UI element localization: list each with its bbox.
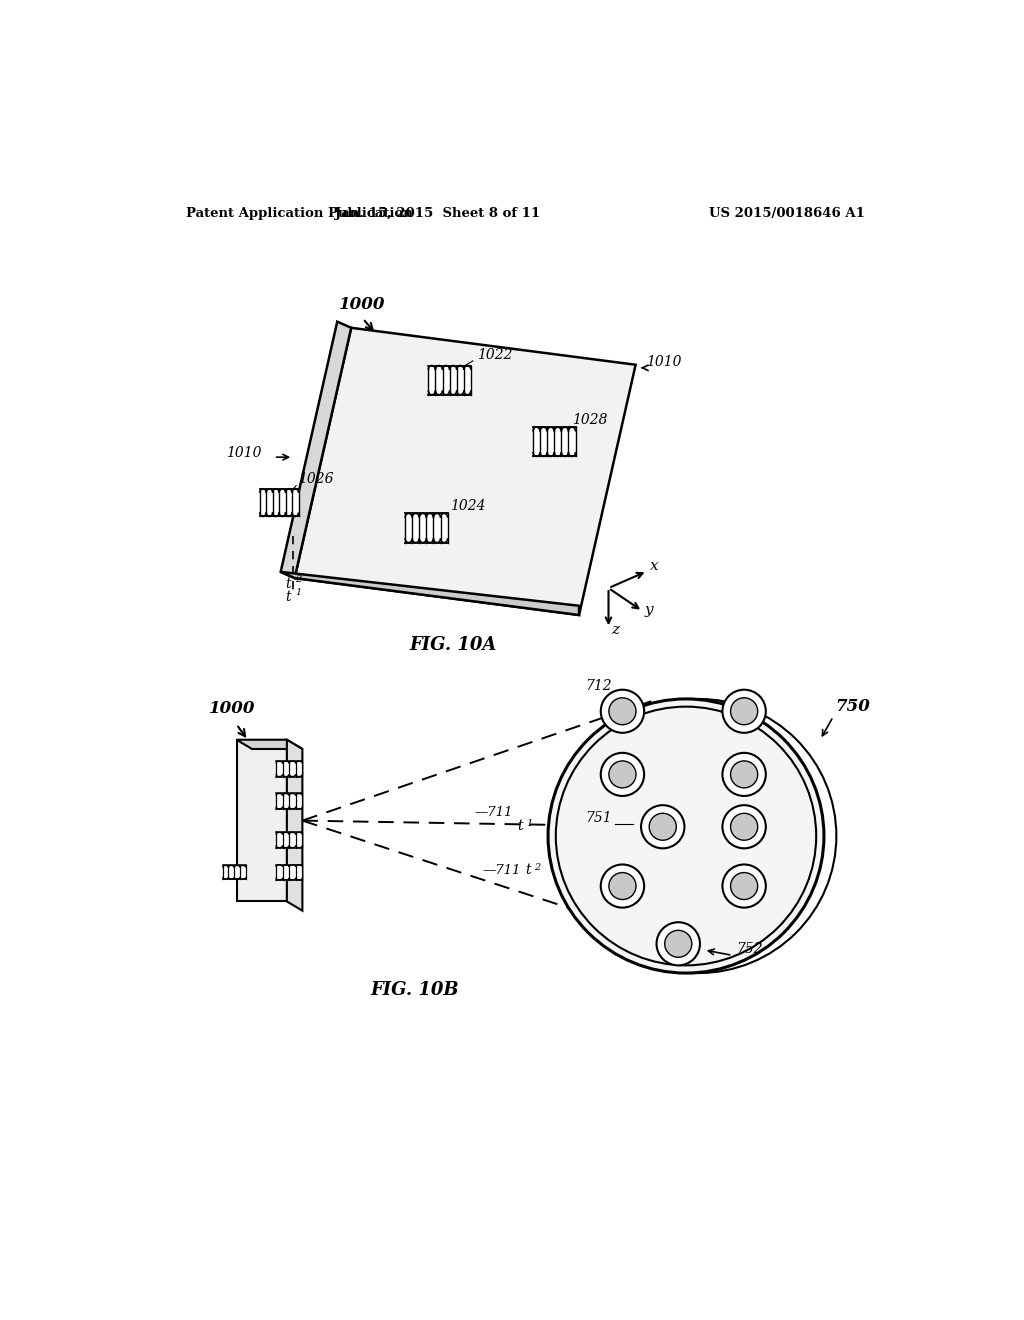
- Text: 1026: 1026: [299, 473, 334, 486]
- Text: y: y: [645, 603, 653, 618]
- Ellipse shape: [601, 689, 644, 733]
- Ellipse shape: [609, 698, 636, 725]
- Text: 1: 1: [526, 818, 532, 828]
- Text: 2: 2: [295, 576, 302, 585]
- Ellipse shape: [730, 698, 758, 725]
- Text: 1022: 1022: [477, 347, 512, 362]
- Text: 751: 751: [586, 810, 612, 825]
- Text: Patent Application Publication: Patent Application Publication: [186, 207, 413, 220]
- Text: —711: —711: [475, 807, 513, 818]
- Text: 712: 712: [586, 678, 612, 693]
- Bar: [276, 833, 302, 847]
- Bar: [428, 366, 471, 395]
- Text: 1: 1: [295, 589, 302, 598]
- Text: x: x: [649, 558, 658, 573]
- Polygon shape: [237, 739, 287, 902]
- Ellipse shape: [601, 752, 644, 796]
- Ellipse shape: [609, 873, 636, 899]
- Text: 1024: 1024: [450, 499, 485, 513]
- Polygon shape: [281, 572, 579, 615]
- Polygon shape: [295, 327, 636, 615]
- Bar: [276, 865, 302, 880]
- Ellipse shape: [609, 760, 636, 788]
- Polygon shape: [281, 322, 351, 578]
- Bar: [260, 488, 299, 516]
- Text: US 2015/0018646 A1: US 2015/0018646 A1: [710, 207, 865, 220]
- Text: t: t: [525, 863, 530, 878]
- Ellipse shape: [548, 700, 824, 973]
- Ellipse shape: [665, 931, 692, 957]
- Text: FIG. 10B: FIG. 10B: [371, 981, 459, 999]
- Ellipse shape: [722, 689, 766, 733]
- Text: FIG. 10A: FIG. 10A: [410, 636, 498, 653]
- Bar: [276, 762, 302, 776]
- Text: 752: 752: [736, 942, 763, 956]
- Ellipse shape: [722, 805, 766, 849]
- Polygon shape: [237, 739, 302, 748]
- Ellipse shape: [722, 752, 766, 796]
- Text: 2: 2: [534, 863, 540, 873]
- Text: t: t: [285, 590, 291, 605]
- Text: 1028: 1028: [572, 413, 607, 428]
- Text: 750: 750: [836, 698, 870, 715]
- Ellipse shape: [649, 813, 676, 841]
- Polygon shape: [287, 739, 302, 911]
- Text: 1010: 1010: [226, 446, 261, 461]
- Ellipse shape: [656, 923, 700, 965]
- Bar: [532, 428, 575, 457]
- Bar: [406, 513, 447, 543]
- Ellipse shape: [730, 760, 758, 788]
- Ellipse shape: [730, 873, 758, 899]
- Ellipse shape: [722, 865, 766, 908]
- Ellipse shape: [641, 805, 684, 849]
- Text: —711: —711: [482, 865, 521, 878]
- Text: z: z: [611, 623, 620, 638]
- Text: t: t: [517, 818, 523, 833]
- Bar: [276, 793, 302, 809]
- Text: 1010: 1010: [646, 355, 681, 370]
- Text: Jan. 15, 2015  Sheet 8 of 11: Jan. 15, 2015 Sheet 8 of 11: [336, 207, 541, 220]
- Bar: [222, 866, 246, 879]
- Text: t: t: [285, 577, 291, 591]
- Ellipse shape: [730, 813, 758, 841]
- Text: 1000: 1000: [339, 296, 385, 313]
- Text: 1000: 1000: [209, 700, 256, 717]
- Ellipse shape: [601, 865, 644, 908]
